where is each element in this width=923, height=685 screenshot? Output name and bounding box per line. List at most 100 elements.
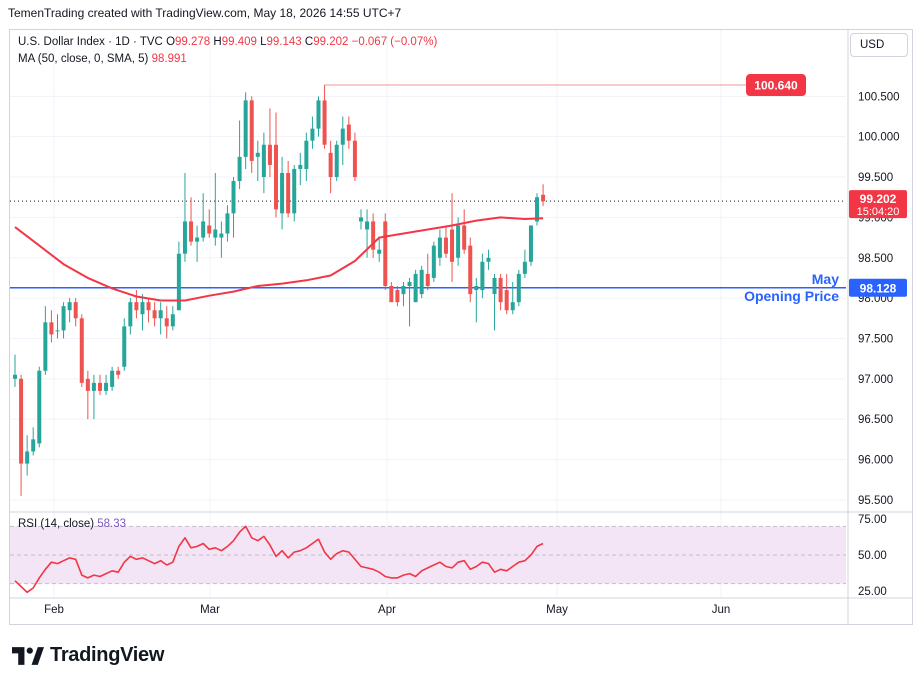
candle-up	[456, 225, 461, 258]
candle-up	[176, 253, 181, 311]
y-tick-label: 96.000	[858, 455, 893, 467]
candle-up	[528, 225, 533, 262]
candle-down	[462, 225, 467, 250]
candle-up	[480, 261, 485, 291]
candle-down	[425, 273, 430, 286]
x-tick-label: May	[546, 604, 568, 616]
candle-down	[73, 302, 78, 319]
candle-up	[225, 213, 230, 234]
candle-down	[85, 378, 90, 391]
candle-up	[535, 197, 540, 222]
rsi-legend: RSI (14, close) 58.33	[18, 518, 126, 530]
candle-up	[437, 237, 442, 258]
candle-down	[383, 221, 388, 286]
candle-up	[61, 306, 66, 331]
may-open-label: May	[812, 271, 839, 287]
candle-down	[346, 124, 351, 141]
low-value: 99.143	[266, 36, 302, 48]
candle-down	[274, 144, 279, 210]
candle-up	[492, 277, 497, 295]
candle-up	[522, 261, 527, 274]
last-price-axis-label	[849, 190, 907, 219]
candle-down	[79, 318, 84, 383]
candle-down	[267, 144, 272, 165]
y-tick-label: 97.500	[858, 333, 893, 345]
ma-value: 98.991	[151, 53, 187, 65]
candle-down	[352, 140, 357, 178]
candle-up	[31, 439, 36, 452]
candle-up	[110, 370, 115, 387]
rsi-label: RSI (14, close)	[18, 518, 95, 530]
y-tick-label: 99.500	[858, 172, 893, 184]
candle-up	[431, 245, 436, 278]
ma-label: MA (50, close, 0, SMA, 5)	[18, 53, 149, 65]
candle-up	[419, 269, 424, 295]
y-tick-label: 98.500	[858, 253, 893, 265]
candle-up	[128, 302, 133, 327]
candle-up	[292, 168, 297, 214]
candle-up	[158, 310, 163, 319]
candle-down	[49, 322, 54, 335]
candle-down	[146, 302, 151, 311]
low-label: L	[260, 36, 267, 48]
x-tick-label: Jun	[712, 604, 731, 616]
candle-down	[286, 173, 291, 214]
candle-down	[450, 229, 455, 262]
candle-down	[19, 378, 24, 464]
open-label: O	[166, 36, 176, 48]
candle-down	[189, 221, 194, 242]
candle-down	[468, 245, 473, 295]
candle-up	[104, 382, 109, 391]
currency-button[interactable]: USD	[850, 33, 908, 57]
candle-up	[67, 302, 72, 311]
change-value: −0.067 (−0.07%)	[351, 36, 438, 48]
y-tick-label: 100.500	[858, 91, 900, 103]
candle-up	[13, 374, 17, 379]
candle-up	[237, 156, 242, 182]
y-tick-label: 96.500	[858, 414, 893, 426]
candle-up	[25, 451, 30, 464]
candle-down	[389, 286, 394, 303]
candle-up	[298, 164, 303, 169]
candle-down	[498, 277, 503, 303]
candle-up	[91, 382, 96, 391]
close-value: 99.202	[313, 36, 349, 48]
last-price-axis-text: 99.202	[860, 192, 897, 206]
candle-down	[328, 152, 333, 178]
high-price-marker	[746, 74, 806, 97]
high-value: 99.409	[221, 36, 257, 48]
open-value: 99.278	[175, 36, 211, 48]
chart-frame	[9, 29, 913, 625]
candle-up	[474, 286, 479, 291]
candle-down	[443, 237, 448, 254]
attribution-text: TemenTrading created with TradingView.co…	[8, 6, 402, 20]
candle-down	[504, 290, 509, 311]
y-tick-label: 100.000	[858, 132, 900, 144]
candle-up	[195, 237, 200, 242]
level-axis-text: 98.128	[860, 281, 897, 295]
x-tick-label: Apr	[378, 604, 396, 616]
candle-down	[164, 318, 169, 327]
rsi-value: 58.33	[97, 518, 127, 530]
high-price-marker-label: 100.640	[754, 79, 798, 93]
candle-up	[510, 302, 515, 311]
candle-up	[334, 144, 339, 178]
candle-up	[280, 173, 285, 214]
candle-up	[407, 281, 412, 286]
rsi-y-tick-label: 50.00	[858, 550, 887, 562]
candle-up	[486, 257, 491, 262]
tradingview-logo-icon	[12, 646, 44, 665]
tradingview-logo[interactable]: TradingView	[12, 644, 164, 667]
rsi-y-tick-label: 75.00	[858, 514, 887, 526]
candle-up	[55, 330, 60, 332]
candle-down	[371, 221, 376, 250]
candle-up	[516, 273, 521, 303]
candle-down	[116, 370, 121, 375]
candle-up	[43, 322, 48, 371]
candle-up	[401, 286, 406, 295]
y-tick-label: 95.500	[858, 495, 893, 507]
candle-down	[541, 194, 546, 202]
bar-countdown-text: 15:04:20	[857, 206, 900, 218]
candle-up	[413, 273, 418, 303]
